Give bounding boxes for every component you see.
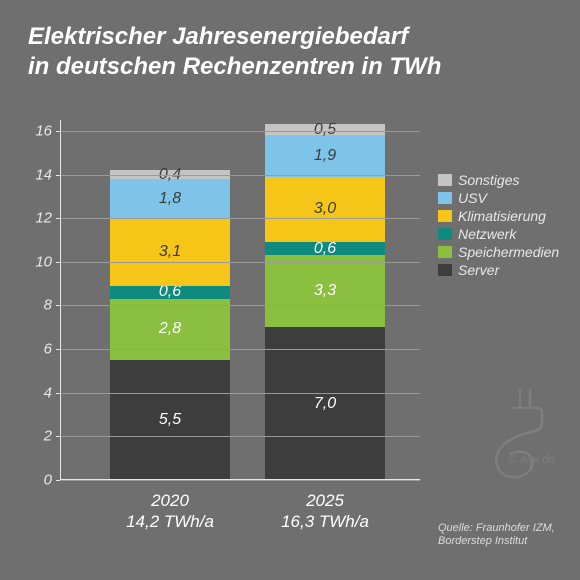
bar-2020: 5,52,80,63,11,80,4 [110,170,230,480]
source-attribution: Quelle: Fraunhofer IZM, Borderstep Insti… [438,522,555,548]
legend-label: Klimatisierung [458,208,546,224]
legend-swatch [438,264,452,276]
segment-cooling: 3,0 [265,177,385,242]
x-label-year: 2020 [126,490,214,511]
segment-value-label: 0,5 [314,121,336,139]
segment-value-label: 0,6 [159,283,181,301]
legend-item-storage: Speichermedien [438,244,559,260]
segment-cooling: 3,1 [110,218,230,286]
x-label-total: 16,3 TWh/a [281,511,369,532]
segment-value-label: 7,0 [314,395,336,413]
gridline [60,262,420,263]
x-label-total: 14,2 TWh/a [126,511,214,532]
segment-ups: 1,8 [110,179,230,218]
legend-item-network: Netzwerk [438,226,559,242]
watermark: © aipi.de [450,380,560,495]
segment-network: 0,6 [110,286,230,299]
x-label: 202516,3 TWh/a [281,490,369,533]
chart-container: Elektrischer Jahresenergiebedarf in deut… [0,0,580,580]
segment-ups: 1,9 [265,135,385,176]
x-axis-line [60,479,420,480]
y-tick-label: 8 [44,297,52,314]
y-tick-label: 2 [44,428,52,445]
segment-value-label: 1,8 [159,190,181,208]
y-tick-label: 12 [35,210,52,227]
chart-title: Elektrischer Jahresenergiebedarf in deut… [28,22,441,82]
legend-item-ups: USV [438,190,559,206]
legend-item-server: Server [438,262,559,278]
y-tick-label: 16 [35,122,52,139]
y-tick-label: 14 [35,166,52,183]
segment-server: 5,5 [110,360,230,480]
legend-swatch [438,210,452,222]
y-tick [56,480,60,481]
gridline [60,480,420,481]
legend-label: Sonstiges [458,172,519,188]
gridline [60,305,420,306]
legend-label: Server [458,262,499,278]
segment-value-label: 3,3 [314,282,336,300]
segment-value-label: 2,8 [159,320,181,338]
segment-value-label: 5,5 [159,411,181,429]
segment-value-label: 3,0 [314,200,336,218]
legend-swatch [438,228,452,240]
y-tick-label: 0 [44,472,52,489]
title-line-2: in deutschen Rechenzentren in TWh [28,52,441,82]
y-tick-label: 6 [44,341,52,358]
bar-2025: 7,0 3,3 0,6 3,0 1,9 0,5 [265,124,385,480]
plot-area: 5,52,80,63,11,80,47,03,30,63,01,90,5 024… [60,120,420,480]
gridline [60,349,420,350]
gridline [60,175,420,176]
title-line-1: Elektrischer Jahresenergiebedarf [28,22,441,52]
legend-label: Netzwerk [458,226,516,242]
gridline [60,131,420,132]
y-tick-label: 4 [44,384,52,401]
legend-label: USV [458,190,487,206]
segment-storage: 2,8 [110,299,230,360]
segment-value-label: 3,1 [159,243,181,261]
gridline [60,393,420,394]
y-axis-line [60,120,61,480]
source-line-2: Borderstep Institut [438,535,555,548]
gridline [60,436,420,437]
gridline [60,218,420,219]
segment-value-label: 1,9 [314,147,336,165]
legend-item-other: Sonstiges [438,172,559,188]
legend-item-cooling: Klimatisierung [438,208,559,224]
segment-value-label: 0,6 [314,240,336,258]
segment-other: 0,5 [265,124,385,135]
watermark-text: © aipi.de [508,452,556,466]
y-tick-label: 10 [35,253,52,270]
legend-swatch [438,192,452,204]
legend-swatch [438,174,452,186]
x-label-year: 2025 [281,490,369,511]
x-label: 202014,2 TWh/a [126,490,214,533]
legend: Sonstiges USV Klimatisierung Netzwerk Speich… [438,172,559,280]
source-line-1: Quelle: Fraunhofer IZM, [438,522,555,535]
segment-server: 7,0 [265,327,385,480]
legend-swatch [438,246,452,258]
segment-network: 0,6 [265,242,385,255]
segment-storage: 3,3 [265,255,385,327]
legend-label: Speichermedien [458,244,559,260]
